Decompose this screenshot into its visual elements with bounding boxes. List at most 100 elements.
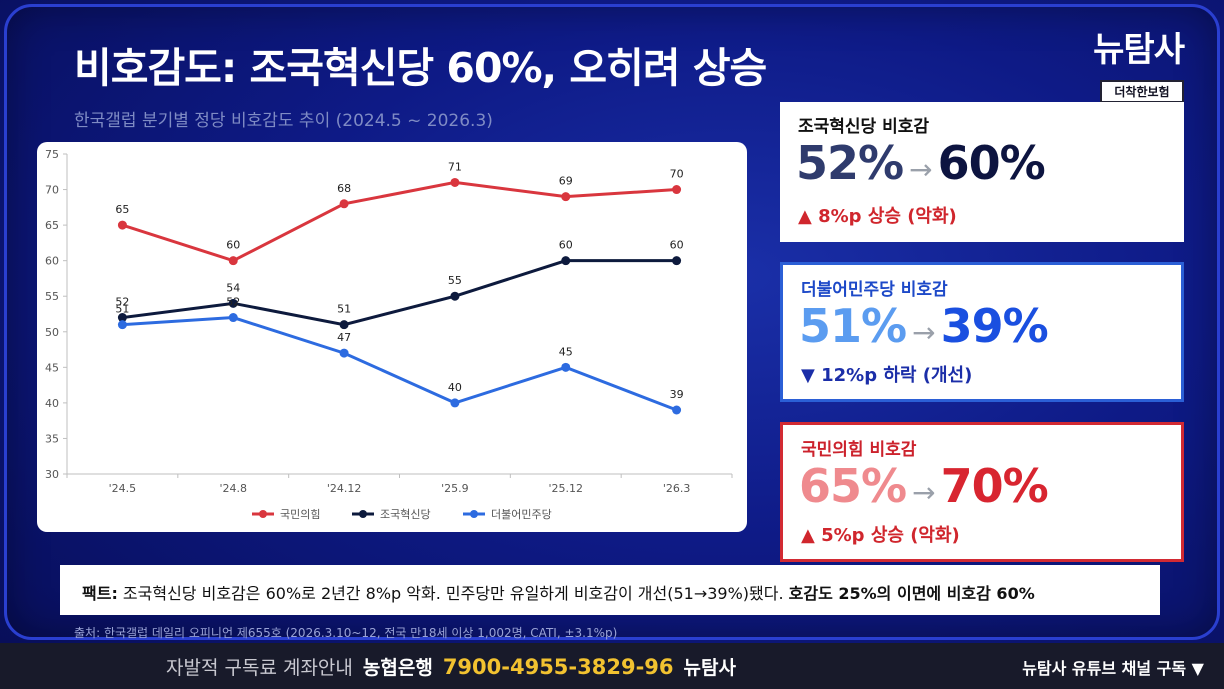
data-point [117, 320, 127, 330]
legend-marker [470, 510, 478, 518]
change-text: ▲ 8%p 상승 (악화) [798, 206, 957, 227]
data-label: 52 [115, 296, 129, 309]
frame-border [4, 4, 1220, 640]
phone-badge-title: 더착한보험 [1102, 82, 1182, 103]
value-from: 52% [796, 136, 904, 190]
legend-label: 더불어민주당 [491, 508, 552, 521]
x-tick-label: '24.12 [327, 482, 362, 495]
subscribe-prompt: 뉴탐사 유튜브 채널 구독 ▼ [1022, 659, 1204, 678]
bottom-ticker: 자발적 구독료 계좌안내 농협은행 7900-4955-3829-96 뉴탐사 뉴탐사… [0, 643, 1224, 689]
data-point [228, 256, 238, 266]
source-note: 출처: 한국갤럽 데일리 오피니언 제655호 (2026.3.10~12, 전… [74, 626, 618, 640]
data-point [561, 256, 571, 266]
change-text: ▲ 5%p 상승 (악화) [801, 525, 960, 546]
data-label: 47 [337, 331, 351, 344]
data-point [672, 185, 682, 195]
data-label: 71 [448, 160, 462, 173]
stat-card-label: 더불어민주당 비호감 [801, 280, 948, 300]
stat-card-rebuilding: 조국혁신당 비호감 52% → 60% ▲ 8%p 상승 (악화) [780, 102, 1184, 242]
fact-bar: 팩트: 조국혁신당 비호감은 60%로 2년간 8%p 악화. 민주당만 유일하… [60, 565, 1160, 615]
donation-info: 자발적 구독료 계좌안내 농협은행 7900-4955-3829-96 뉴탐사 [166, 653, 736, 680]
data-label: 51 [115, 303, 129, 316]
fact-text: 팩트: 조국혁신당 비호감은 60%로 2년간 8%p 악화. 민주당만 유일하… [82, 580, 1035, 604]
data-point [117, 220, 127, 230]
data-point [339, 348, 349, 358]
data-label: 52 [226, 296, 240, 309]
data-label: 40 [448, 381, 462, 394]
data-point [672, 256, 682, 266]
legend-label: 조국혁신당 [380, 508, 431, 521]
data-point [450, 291, 460, 301]
stat-card-values: 52% → 60% [796, 136, 1046, 190]
account-number: 7900-4955-3829-96 [442, 655, 674, 679]
fact-emphasis: 호감도 25%의 이면에 비호감 60% [788, 584, 1035, 603]
stat-card-values: 65% → 70% [799, 459, 1049, 513]
y-tick-label: 65 [45, 219, 59, 232]
chart-subtitle: 한국갤럽 분기별 정당 비호감도 추이 (2024.5 ~ 2026.3) [74, 111, 493, 131]
line-chart: 30 35 40 45 50 55 60 65 70 75 '24.5 '24.8 '24.12 '25.… [45, 148, 733, 521]
data-point [228, 313, 238, 323]
y-tick-label: 35 [45, 432, 59, 445]
right-arrow-icon: → [912, 476, 935, 509]
y-tick-label: 70 [45, 184, 59, 197]
legend-marker [359, 510, 367, 518]
data-label: 68 [337, 182, 351, 195]
data-point [339, 320, 349, 330]
x-tick-label: '25.9 [441, 482, 469, 495]
data-point [672, 405, 682, 415]
data-label: 45 [559, 345, 573, 358]
stat-card-ppp: 국민의힘 비호감 65% → 70% ▲ 5%p 상승 (악화) [780, 422, 1184, 562]
stat-card-values: 51% → 39% [799, 299, 1049, 353]
y-tick-label: 55 [45, 290, 59, 303]
data-point [561, 362, 571, 372]
page-title: 비호감도: 조국혁신당 60%, 오히려 상승 [74, 44, 767, 92]
y-tick-label: 60 [45, 255, 59, 268]
bank-name: 농협은행 [362, 657, 433, 679]
chart-card: 30 35 40 45 50 55 60 65 70 75 '24.5 '24.8 '24.12 '25.… [37, 142, 747, 532]
data-point [117, 313, 127, 323]
stat-card-label: 국민의힘 비호감 [801, 440, 917, 460]
value-to: 70% [940, 459, 1049, 513]
fact-body: 조국혁신당 비호감은 60%로 2년간 8%p 악화. 민주당만 유일하게 비호… [117, 584, 789, 603]
data-label: 60 [226, 239, 240, 252]
brand-logo: 뉴탐사 [1093, 30, 1185, 70]
y-tick-label: 45 [45, 361, 59, 374]
x-tick-label: '26.3 [663, 482, 691, 495]
data-point [561, 192, 571, 202]
y-tick-label: 30 [45, 468, 59, 481]
data-label: 70 [670, 168, 684, 181]
data-label: 51 [337, 303, 351, 316]
data-point [339, 199, 349, 209]
right-arrow-icon: → [912, 316, 935, 349]
stat-card-label: 조국혁신당 비호감 [798, 117, 930, 137]
data-label: 60 [670, 239, 684, 252]
data-point [450, 398, 460, 408]
data-label: 65 [115, 203, 129, 216]
value-to: 60% [937, 136, 1046, 190]
y-tick-label: 75 [45, 148, 59, 161]
stat-card-democratic: 더불어민주당 비호감 51% → 39% ▼ 12%p 하락 (개선) [780, 262, 1184, 402]
data-label: 69 [559, 175, 573, 188]
value-to: 39% [940, 299, 1049, 353]
value-from: 65% [799, 459, 907, 513]
series-line-3 [122, 316, 678, 412]
change-text: ▼ 12%p 하락 (개선) [801, 365, 973, 386]
legend-label: 국민의힘 [280, 508, 320, 521]
data-point [450, 177, 460, 187]
y-tick-label: 40 [45, 397, 59, 410]
y-tick-label: 50 [45, 326, 59, 339]
fact-prefix: 팩트: [82, 584, 118, 603]
data-point [228, 298, 238, 308]
right-arrow-icon: → [909, 153, 932, 186]
account-holder: 뉴탐사 [683, 657, 736, 679]
data-label: 60 [559, 239, 573, 252]
value-from: 51% [799, 299, 907, 353]
x-tick-label: '24.8 [219, 482, 247, 495]
donation-label: 자발적 구독료 계좌안내 [166, 657, 353, 679]
x-tick-label: '25.12 [548, 482, 583, 495]
data-label: 39 [670, 388, 684, 401]
data-label: 55 [448, 274, 462, 287]
data-label: 54 [226, 281, 240, 294]
legend-marker [259, 510, 267, 518]
x-tick-label: '24.5 [109, 482, 137, 495]
